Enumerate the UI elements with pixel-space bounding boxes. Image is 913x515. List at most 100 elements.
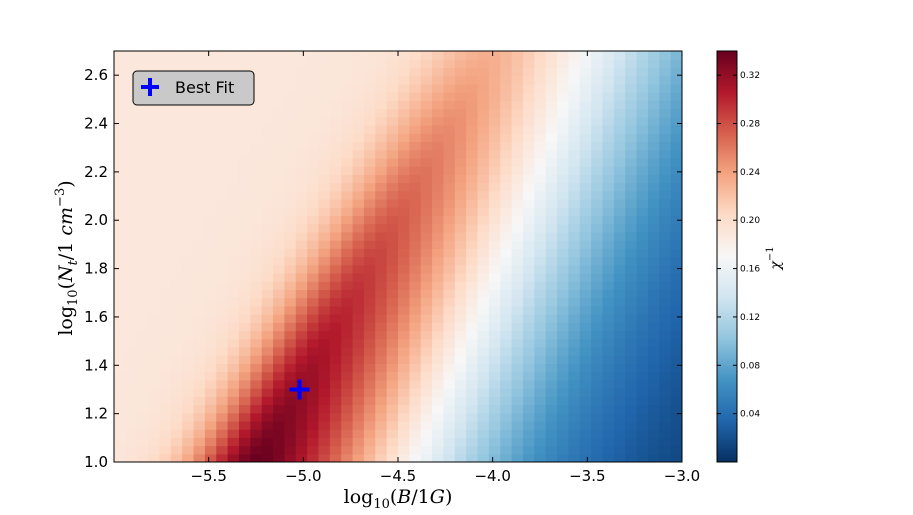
heatmap-cell (114, 371, 126, 381)
heatmap-cell (148, 281, 161, 290)
heatmap-cell (591, 363, 604, 373)
heatmap-cell (500, 92, 513, 101)
heatmap-cell (409, 166, 422, 175)
heatmap-cell (352, 223, 365, 233)
heatmap-cell (659, 100, 672, 110)
heatmap-cell (114, 100, 126, 110)
heatmap-cell (602, 75, 615, 85)
heatmap-cell (591, 83, 604, 93)
heatmap-cell (500, 223, 513, 233)
heatmap-cell (375, 412, 388, 422)
heatmap-cell (477, 198, 490, 208)
heatmap-cell (659, 67, 672, 77)
heatmap-cell (318, 67, 331, 77)
heatmap-cell (148, 149, 161, 159)
heatmap-cell (670, 256, 682, 266)
heatmap-cell (182, 264, 195, 274)
heatmap-cell (261, 92, 274, 101)
heatmap-cell (443, 420, 456, 430)
heatmap-cell (193, 305, 206, 315)
heatmap-cell (647, 92, 660, 101)
heatmap-cell (250, 314, 263, 323)
heatmap-cell (454, 207, 467, 216)
heatmap-cell (148, 412, 161, 422)
heatmap-cell (466, 371, 479, 381)
heatmap-cell (329, 420, 342, 430)
heatmap-cell (273, 322, 285, 332)
heatmap-cell (522, 281, 535, 290)
heatmap-cell (534, 248, 547, 258)
heatmap-cell (125, 322, 138, 332)
heatmap-cell (341, 198, 354, 208)
heatmap-cell (125, 59, 138, 69)
heatmap-cell (579, 272, 592, 282)
heatmap-cell (545, 83, 558, 93)
heatmap-cell (261, 429, 274, 438)
heatmap-cell (488, 429, 501, 438)
heatmap-cell (545, 116, 558, 126)
heatmap-cell (204, 272, 217, 282)
heatmap-cell (204, 198, 217, 208)
heatmap-cell (182, 305, 195, 315)
heatmap-cell (216, 305, 229, 315)
heatmap-cell (216, 322, 229, 332)
heatmap-cell (591, 133, 604, 143)
heatmap-cell (602, 59, 615, 69)
heatmap-cell (670, 396, 682, 406)
heatmap-cell (125, 330, 138, 340)
heatmap-cell (227, 445, 240, 455)
heatmap-cell (534, 396, 547, 406)
heatmap-cell (136, 182, 149, 192)
heatmap-cell (511, 141, 524, 151)
heatmap-cell (170, 363, 183, 373)
heatmap-cell (318, 174, 331, 184)
heatmap-cell (647, 429, 660, 438)
heatmap-cell (250, 75, 263, 85)
heatmap-cell (647, 281, 660, 290)
heatmap-cell (352, 157, 365, 167)
heatmap-cell (216, 330, 229, 340)
heatmap-cell (273, 445, 285, 455)
heatmap-cell (500, 83, 513, 93)
heatmap-cell (284, 108, 297, 118)
heatmap-cell (182, 149, 195, 159)
heatmap-cell (341, 215, 354, 225)
heatmap-cell (114, 289, 126, 299)
heatmap-cell (273, 133, 285, 143)
heatmap-cell (307, 355, 320, 364)
heatmap-cell (500, 314, 513, 323)
heatmap-cell (409, 59, 422, 69)
heatmap-cell (114, 133, 126, 143)
heatmap-cell (363, 51, 376, 60)
heatmap-cell (409, 240, 422, 249)
heatmap-cell (613, 297, 626, 307)
heatmap-cell (159, 281, 172, 290)
heatmap-cell (579, 51, 592, 60)
heatmap-cell (329, 314, 342, 323)
heatmap-cell (193, 420, 206, 430)
heatmap-cell (375, 388, 388, 397)
heatmap-cell (295, 240, 308, 249)
heatmap-cell (307, 215, 320, 225)
heatmap-cell (375, 207, 388, 216)
heatmap-cell (579, 346, 592, 356)
heatmap-cell (216, 51, 229, 60)
heatmap (114, 51, 682, 462)
heatmap-cell (398, 166, 410, 175)
heatmap-cell (557, 83, 569, 93)
heatmap-cell (613, 198, 626, 208)
heatmap-cell (454, 133, 467, 143)
heatmap-cell (295, 371, 308, 381)
heatmap-cell (250, 256, 263, 266)
heatmap-cell (216, 174, 229, 184)
heatmap-cell (363, 396, 376, 406)
heatmap-cell (216, 264, 229, 274)
heatmap-cell (545, 207, 558, 216)
heatmap-cell (318, 231, 331, 241)
heatmap-cell (522, 297, 535, 307)
heatmap-cell (295, 174, 308, 184)
heatmap-cell (284, 289, 297, 299)
heatmap-cell (534, 355, 547, 364)
heatmap-cell (136, 281, 149, 290)
heatmap-cell (454, 363, 467, 373)
